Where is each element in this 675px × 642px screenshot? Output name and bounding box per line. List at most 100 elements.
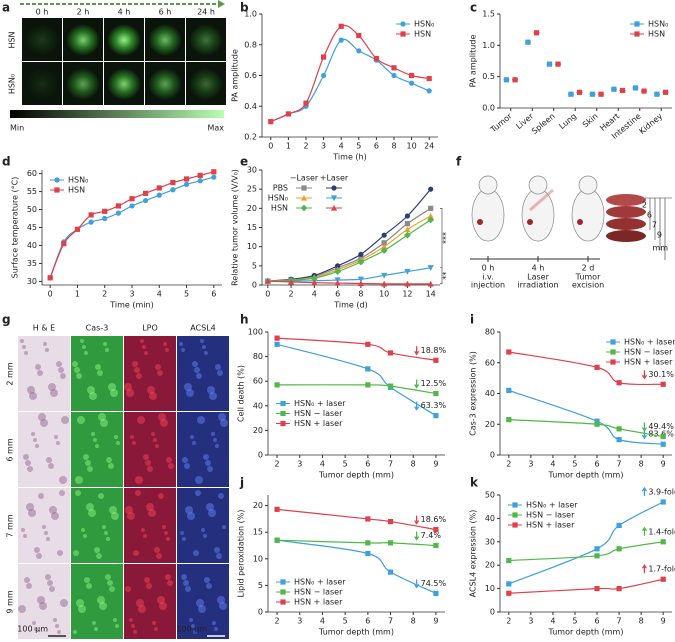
marker [365, 366, 371, 372]
stain-spot [207, 386, 215, 394]
micrograph [177, 488, 229, 563]
step-action: Tumor [575, 273, 601, 282]
marker [357, 280, 364, 287]
stain-spot [185, 506, 193, 514]
stain-spot [36, 553, 42, 559]
change-label: 3.9-fold [648, 488, 675, 497]
y-tick-label: 55 [27, 187, 37, 196]
stain-spot [31, 432, 35, 436]
change-arrow [414, 401, 420, 411]
y-tick-label: 40 [253, 401, 263, 410]
stain-spot [202, 345, 206, 349]
series-line [508, 501, 664, 585]
legend-label: HSN + laser [294, 419, 343, 428]
change-arrow [414, 531, 420, 541]
marker [433, 526, 439, 533]
stain-spot [104, 531, 108, 535]
x-tick-label: 2 [303, 142, 308, 151]
legend-row: HSN₀ [268, 194, 288, 203]
marker [660, 576, 666, 582]
stain-spot [26, 583, 32, 589]
marker [129, 196, 135, 202]
stain-spot [196, 599, 204, 607]
stain-spot [25, 460, 31, 466]
marker [381, 240, 387, 246]
marker [387, 540, 394, 546]
y-tick-label: 50 [485, 491, 495, 500]
stain-spot [37, 596, 45, 604]
stain-spot [23, 454, 29, 460]
marker [365, 516, 371, 522]
stain-spot [195, 476, 203, 484]
marker [512, 512, 518, 518]
marker [156, 185, 162, 191]
pa-signal [66, 24, 100, 56]
x-tick-label: 5 [184, 290, 189, 299]
stain-spot [152, 621, 156, 625]
stain-spot [22, 345, 26, 349]
marker [619, 87, 626, 94]
depth-label: 7 [652, 221, 657, 230]
stain-spot [185, 586, 191, 592]
stain-spot [45, 574, 51, 580]
stain-spot [213, 438, 217, 442]
x-tick-label: 7 [617, 617, 622, 626]
stain-spot [135, 476, 143, 484]
stain-spot [218, 413, 226, 421]
marker [74, 226, 81, 232]
micrograph [18, 412, 70, 487]
pa-signal [189, 24, 223, 56]
stain-spot [189, 618, 193, 622]
step-action: injection [471, 281, 505, 290]
micrograph [18, 488, 70, 563]
stain-spot [84, 351, 88, 355]
stain-spot [77, 416, 85, 424]
marker [506, 581, 512, 587]
x-tick-label: 8 [639, 617, 644, 626]
x-tick-label: 2 [289, 290, 294, 299]
panel-label: h [240, 313, 249, 327]
stain-spot [54, 435, 58, 439]
stain-spot [215, 364, 221, 370]
legend-label: HSN₀ [648, 20, 668, 29]
stain-spot [56, 441, 60, 445]
stain-spot [27, 386, 35, 394]
y-axis-label: Surface temperature (°C) [11, 177, 20, 279]
x-tick-label: 5 [343, 460, 348, 469]
change-label: 30.1% [648, 370, 674, 379]
stain-spot [164, 531, 168, 535]
legend-label: HSN [414, 30, 431, 39]
marker [156, 192, 162, 198]
stain-spot [160, 419, 168, 427]
x-tick-label: 8 [411, 460, 416, 469]
stain-spot [129, 618, 133, 622]
marker [387, 569, 394, 575]
legend-label: HSN + laser [294, 598, 343, 607]
y-axis-label: ACSL4 expression (%) [469, 510, 478, 598]
micrograph [177, 336, 229, 411]
marker [280, 589, 286, 595]
stain-spot [143, 454, 149, 460]
marker [380, 247, 388, 254]
marker [616, 380, 622, 386]
marker [427, 265, 434, 271]
marker [512, 522, 518, 528]
x-axis-label: Tumor depth (mm) [318, 628, 394, 637]
marker [335, 263, 341, 269]
y-tick-label: 0 [252, 281, 257, 290]
marker [634, 31, 640, 37]
marker [512, 502, 518, 508]
change-arrow [641, 564, 647, 574]
stain-spot [87, 386, 95, 394]
marker [427, 212, 434, 219]
x-tick-label: 14 [426, 290, 436, 299]
stain-spot [158, 413, 166, 421]
colorbar [10, 110, 224, 118]
series-line [277, 539, 436, 547]
stain-spot [26, 503, 34, 511]
stain-spot [24, 577, 30, 583]
stain-spot [222, 525, 226, 529]
y-tick-label: 40 [485, 514, 495, 523]
marker [356, 32, 362, 39]
marker [211, 169, 217, 175]
